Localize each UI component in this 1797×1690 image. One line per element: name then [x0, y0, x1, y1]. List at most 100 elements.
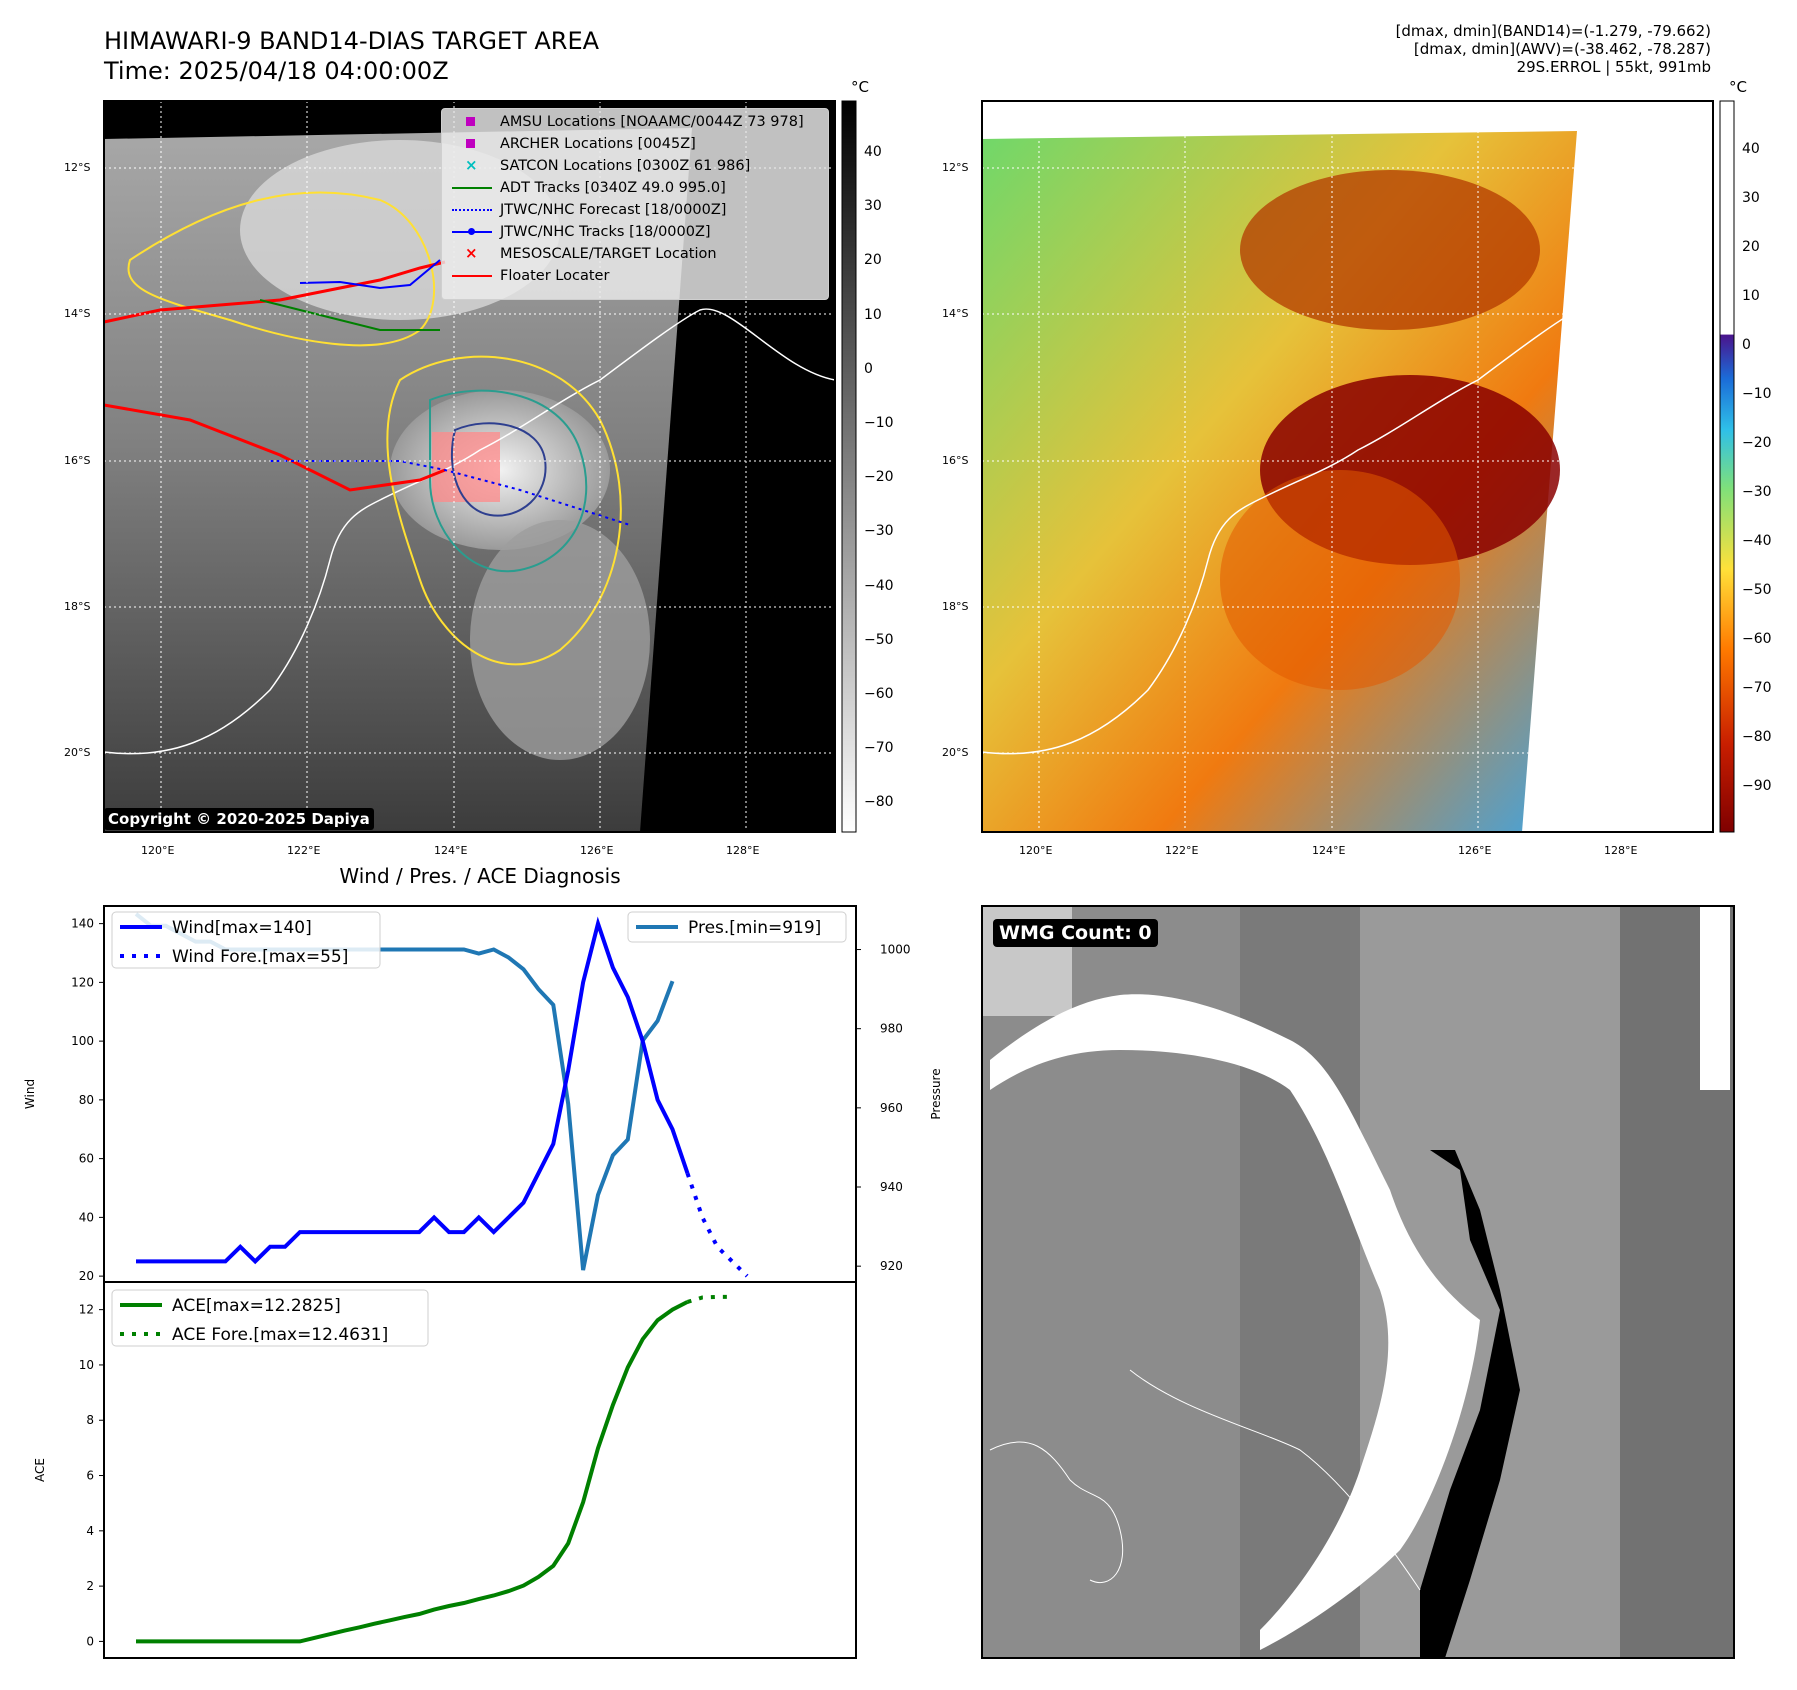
ace-forecast-line: [686, 1294, 733, 1304]
wind-ytick-label: 20: [79, 1269, 94, 1283]
ir-colorbar-tick: −20: [864, 469, 894, 486]
figure-title: HIMAWARI-9 BAND14-DIAS TARGET AREA Time:…: [104, 26, 599, 86]
ace-ylabel: ACE: [33, 1458, 47, 1482]
ace-ytick-label: 8: [86, 1413, 94, 1427]
ace-axes-frame: [103, 1281, 857, 1659]
ir-colorbar-tick: −10: [864, 415, 894, 431]
ir-colorbar-tick: −60: [864, 686, 894, 702]
wv-gridlines: [982, 101, 1713, 832]
wv-colorbar-tick: −20: [1742, 435, 1772, 451]
contour-navy: [450, 422, 547, 517]
ir-colorbar-tick: 30: [864, 198, 882, 215]
wmg-east-edge: [1700, 906, 1730, 1090]
ir-colorbar-unit: °C: [851, 78, 869, 96]
pressure-ylabel: Pressure: [929, 1068, 943, 1119]
pres-ytick-label: 960: [880, 1101, 903, 1115]
floater-track-south: [103, 403, 446, 492]
wmg-coastline: [989, 1441, 1124, 1583]
wind-ytick-label: 80: [79, 1093, 94, 1107]
info-band14: [dmax, dmin](BAND14)=(-1.279, -79.662): [1395, 22, 1711, 40]
target-box: [432, 432, 500, 502]
ir-colorbar-tick: 40: [864, 144, 882, 160]
diag-title: Wind / Pres. / ACE Diagnosis: [339, 864, 621, 888]
lat-label-12s: 12°S: [64, 161, 91, 174]
wv-colorbar-tick: −90: [1742, 778, 1772, 794]
wv-lon-label-128e: 128°E: [1604, 844, 1638, 857]
wv-colorbar-unit: °C: [1729, 78, 1747, 96]
wmg-count-badge: WMG Count: 0: [993, 919, 1158, 947]
ir-colorbar-tick: −30: [864, 523, 894, 540]
ir-colorbar-tick: 0: [864, 360, 873, 377]
ir-cloud-south: [470, 520, 650, 760]
wind-ytick-label: 120: [71, 975, 94, 989]
wv-colorbar-tick: −30: [1742, 484, 1772, 500]
pressure-legend-label: Pres.[min=919]: [688, 918, 821, 938]
title-line-1: HIMAWARI-9 BAND14-DIAS TARGET AREA: [104, 27, 600, 55]
ace-ytick-label: 4: [86, 1524, 94, 1538]
lat-label-20s: 20°S: [64, 746, 91, 759]
wind-legend-label: Wind[max=140]: [172, 918, 312, 938]
floater-track-north: [103, 260, 446, 324]
info-storm: 29S.ERROL | 55kt, 991mb: [1516, 58, 1711, 76]
wv-lat-label-16s: 16°S: [942, 454, 969, 467]
wind-ytick-label: 100: [71, 1034, 94, 1048]
title-line-2: Time: 2025/04/18 04:00:00Z: [104, 57, 449, 85]
pres-ytick-label: 1000: [880, 943, 911, 957]
ir-colorbar-tick: −70: [864, 740, 894, 757]
lat-label-14s: 14°S: [64, 307, 91, 320]
wmg-coastline-2: [1129, 1369, 1421, 1591]
lon-label-124e: 124°E: [434, 844, 468, 857]
ir-legend: AMSU Locations [NOAAMC/0044Z 73 978] ARC…: [441, 108, 829, 300]
wind-legend-label: Wind Fore.[max=55]: [172, 947, 348, 967]
ir-colorbar-tick: 10: [864, 306, 882, 323]
wind-legend: [111, 911, 381, 969]
wv-cold-top-north: [1240, 170, 1540, 330]
wmg-white-band: [990, 994, 1480, 1650]
wmg-black-band: [1420, 1150, 1520, 1658]
wind-ytick-label: 60: [79, 1152, 94, 1166]
ir-colorbar-tick: −50: [864, 631, 894, 648]
pressure-legend: [627, 911, 847, 943]
ace-ytick-label: 12: [79, 1303, 94, 1317]
wind-ylabel: Wind: [23, 1079, 37, 1109]
ace-ytick-label: 0: [86, 1634, 94, 1648]
wv-lat-label-20s: 20°S: [942, 746, 969, 759]
lat-label-18s: 18°S: [64, 600, 91, 613]
wv-lon-label-122e: 122°E: [1165, 844, 1199, 857]
wv-colorbar-tick: 20: [1742, 239, 1760, 255]
ace-ytick-label: 2: [86, 1579, 94, 1593]
lon-label-120e: 120°E: [141, 844, 175, 857]
wv-lon-label-126e: 126°E: [1458, 844, 1492, 857]
wv-colorbar-tick: −60: [1742, 631, 1772, 647]
wv-lon-label-124e: 124°E: [1312, 844, 1346, 857]
legend-amsu: AMSU Locations [NOAAMC/0044Z 73 978]: [448, 111, 804, 133]
legend-adt: ADT Tracks [0340Z 49.0 995.0]: [448, 177, 726, 199]
wv-lat-label-12s: 12°S: [942, 161, 969, 174]
wind-line: [136, 916, 690, 1265]
wv-colorbar-tick: −40: [1742, 533, 1772, 549]
diagnosis-chart: 1401201008060402010009809609409201210864…: [23, 905, 943, 1659]
ace-line: [136, 1300, 689, 1644]
ace-legend-label: ACE Fore.[max=12.4631]: [172, 1325, 388, 1345]
ace-ytick-label: 10: [79, 1358, 94, 1372]
wv-colorbar-tick: −70: [1742, 680, 1772, 696]
info-awv: [dmax, dmin](AWV)=(-38.462, -78.287): [1413, 40, 1711, 58]
legend-jtwc-forecast: JTWC/NHC Forecast [18/0000Z]: [448, 199, 726, 221]
wv-coastline: [981, 309, 1579, 755]
legend-jtwc-tracks: JTWC/NHC Tracks [18/0000Z]: [448, 221, 711, 243]
lon-label-128e: 128°E: [726, 844, 760, 857]
wind-ytick-label: 40: [79, 1210, 94, 1224]
lon-label-126e: 126°E: [580, 844, 614, 857]
storm-info: [dmax, dmin](BAND14)=(-1.279, -79.662) […: [1396, 22, 1711, 76]
ace-legend: [111, 1289, 429, 1347]
ace-legend-label: ACE[max=12.2825]: [172, 1296, 341, 1316]
wind-ytick-label: 140: [71, 917, 94, 931]
pres-ytick-label: 980: [880, 1022, 903, 1036]
wv-colorbar-tick: 10: [1742, 288, 1760, 304]
ir-colorbar-tick: −80: [864, 794, 894, 811]
wv-colorbar-tick: −80: [1742, 729, 1772, 745]
ir-panel: [103, 100, 1735, 833]
wv-colorbar-tick: −50: [1742, 582, 1772, 598]
wmg-panel: [981, 905, 1735, 1659]
contour-yellow-2: [386, 355, 622, 666]
